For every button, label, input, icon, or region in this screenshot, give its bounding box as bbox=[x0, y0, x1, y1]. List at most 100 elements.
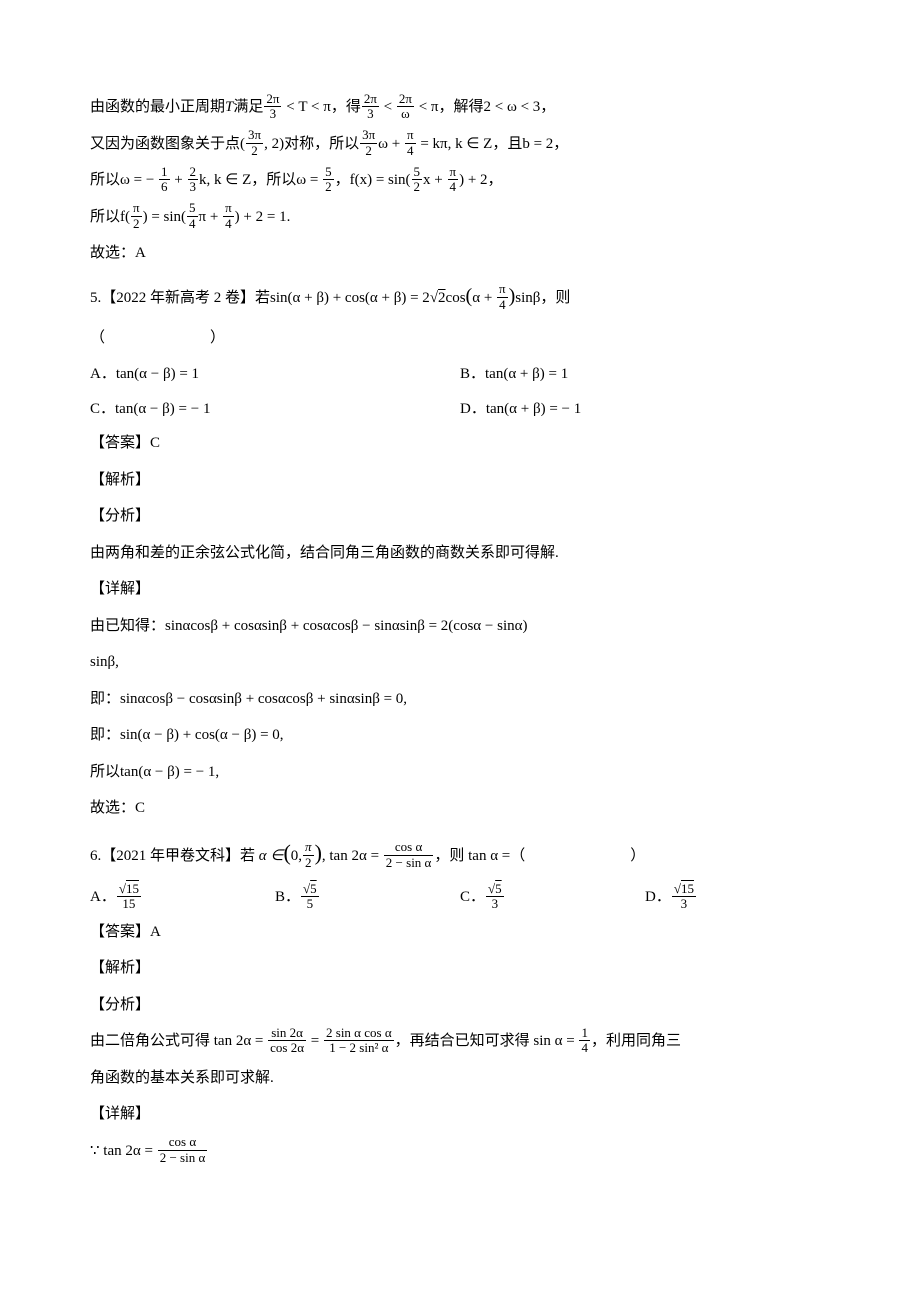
text: cos bbox=[446, 290, 466, 306]
sqrt: 5 bbox=[310, 881, 317, 896]
num: 2π bbox=[362, 92, 379, 107]
lparen: ( bbox=[283, 840, 290, 865]
den: 3 bbox=[188, 180, 199, 194]
num: π bbox=[497, 282, 508, 297]
num: 3π bbox=[246, 128, 263, 143]
den: cos 2α bbox=[268, 1041, 306, 1055]
q5-option-a: A．tan(α − β) = 1 bbox=[90, 357, 460, 392]
text: ，再结合已知可求得 sin α = bbox=[395, 1033, 579, 1049]
p4-sol-line2: 又因为函数图象关于点(3π2, 2)对称，所以3π2ω + π4 = kπ, k… bbox=[90, 127, 830, 162]
text: 又因为函数图象关于点( bbox=[90, 136, 245, 152]
text: π + bbox=[199, 209, 223, 225]
frac: 52 bbox=[412, 165, 423, 195]
q6-option-d: D．√153 bbox=[645, 880, 830, 915]
den: 4 bbox=[448, 180, 459, 194]
p4-sol-line4: 所以f(π2) = sin(54π + π4) + 2 = 1. bbox=[90, 200, 830, 235]
p4-sol-line3: 所以ω = − 16 + 23k, k ∈ Z，所以ω = 52，f(x) = … bbox=[90, 163, 830, 198]
q5-detail1: 由已知得：sinαcosβ + cosαsinβ + cosαcosβ − si… bbox=[90, 609, 830, 644]
frac: π4 bbox=[405, 128, 416, 158]
text: , 2)对称，所以 bbox=[264, 136, 359, 152]
label: C． bbox=[460, 889, 485, 905]
q5-detail3: 即：sin(α − β) + cos(α − β) = 0, bbox=[90, 718, 830, 753]
q5-answer: 【答案】C bbox=[90, 426, 830, 461]
frac: cos α2 − sin α bbox=[158, 1135, 208, 1165]
text: 所以ω = − bbox=[90, 172, 158, 188]
text: ) = sin( bbox=[143, 209, 186, 225]
num: 5 bbox=[323, 165, 334, 180]
frac: 16 bbox=[159, 165, 170, 195]
den: 15 bbox=[117, 897, 141, 911]
text: = kπ, k ∈ Z，且b = 2， bbox=[417, 136, 569, 152]
q5-detail1b: sinβ, bbox=[90, 645, 830, 680]
den: 4 bbox=[187, 217, 198, 231]
q5-options-row2: C．tan(α − β) = − 1 D．tan(α + β) = − 1 bbox=[90, 392, 830, 427]
q6-xiangjie: 【详解】 bbox=[90, 1097, 830, 1132]
text: = bbox=[307, 1033, 323, 1049]
text: α ∈ bbox=[259, 848, 284, 864]
p4-sol-line1: 由函数的最小正周期T满足2π3 < T < π，得2π3 < 2πω < π，解… bbox=[90, 90, 830, 125]
q5-detail5: 故选：C bbox=[90, 791, 830, 826]
q5-stem: 5.【2022 年新高考 2 卷】若sin(α + β) + cos(α + β… bbox=[90, 273, 830, 319]
q5-fenxi: 【分析】 bbox=[90, 499, 830, 534]
frac: 2π3 bbox=[264, 92, 281, 122]
frac: cos α2 − sin α bbox=[384, 840, 434, 870]
num: 5 bbox=[187, 201, 198, 216]
num: 1 bbox=[579, 1026, 590, 1041]
den: 4 bbox=[497, 298, 508, 312]
text: ) + 2， bbox=[459, 172, 502, 188]
frac: 3π2 bbox=[246, 128, 263, 158]
den: 4 bbox=[579, 1041, 590, 1055]
frac: 14 bbox=[579, 1026, 590, 1056]
q5-option-b: B．tan(α + β) = 1 bbox=[460, 357, 830, 392]
den: ω bbox=[397, 107, 414, 121]
num: √15 bbox=[672, 882, 696, 897]
text: sinβ，则 bbox=[515, 290, 570, 306]
num: 5 bbox=[412, 165, 423, 180]
q6-fenxi: 【分析】 bbox=[90, 988, 830, 1023]
q6-stem: 6.【2021 年甲卷文科】若 α ∈(0,π2), tan 2α = cos … bbox=[90, 828, 830, 879]
text: 由二倍角公式可得 tan 2α = bbox=[90, 1033, 267, 1049]
num: 2π bbox=[264, 92, 281, 107]
frac: 54 bbox=[187, 201, 198, 231]
text: 0, bbox=[291, 848, 302, 864]
num: π bbox=[405, 128, 416, 143]
q6-answer: 【答案】A bbox=[90, 915, 830, 950]
q6-option-b: B．√55 bbox=[275, 880, 460, 915]
text: 5.【2022 年新高考 2 卷】若sin(α + β) + cos(α + β… bbox=[90, 290, 430, 306]
text: 所以f( bbox=[90, 209, 130, 225]
q6-options: A．√1515 B．√55 C．√53 D．√153 bbox=[90, 880, 830, 915]
label: B． bbox=[275, 889, 300, 905]
text: ，则 tan α =（ ） bbox=[434, 848, 645, 864]
frac: √55 bbox=[301, 882, 319, 912]
q5-xiangjie: 【详解】 bbox=[90, 572, 830, 607]
q6-option-a: A．√1515 bbox=[90, 880, 275, 915]
num: cos α bbox=[384, 840, 434, 855]
q6-analysis-line2: 角函数的基本关系即可求解. bbox=[90, 1061, 830, 1096]
q5-detail4: 所以tan(α − β) = − 1, bbox=[90, 755, 830, 790]
text: 6.【2021 年甲卷文科】若 bbox=[90, 848, 255, 864]
num: π bbox=[223, 201, 234, 216]
frac: √53 bbox=[486, 882, 504, 912]
num: √5 bbox=[301, 882, 319, 897]
den: 2 bbox=[360, 144, 377, 158]
frac: 52 bbox=[323, 165, 334, 195]
num: cos α bbox=[158, 1135, 208, 1150]
den: 3 bbox=[672, 897, 696, 911]
den: 6 bbox=[159, 180, 170, 194]
den: 2 bbox=[323, 180, 334, 194]
sqrt2: 2 bbox=[438, 290, 446, 306]
num: π bbox=[131, 201, 142, 216]
frac: sin 2αcos 2α bbox=[268, 1026, 306, 1056]
num: 2 sin α cos α bbox=[324, 1026, 394, 1041]
den: 2 − sin α bbox=[384, 856, 434, 870]
q6-jiexi: 【解析】 bbox=[90, 951, 830, 986]
text: < π，解得2 < ω < 3， bbox=[419, 99, 556, 115]
q6-analysis-line1: 由二倍角公式可得 tan 2α = sin 2αcos 2α = 2 sin α… bbox=[90, 1024, 830, 1059]
frac: √1515 bbox=[117, 882, 141, 912]
frac: π2 bbox=[303, 840, 314, 870]
text: x + bbox=[423, 172, 446, 188]
den: 4 bbox=[405, 144, 416, 158]
q5-jiexi: 【解析】 bbox=[90, 463, 830, 498]
text: α + bbox=[472, 290, 496, 306]
num: √5 bbox=[486, 882, 504, 897]
